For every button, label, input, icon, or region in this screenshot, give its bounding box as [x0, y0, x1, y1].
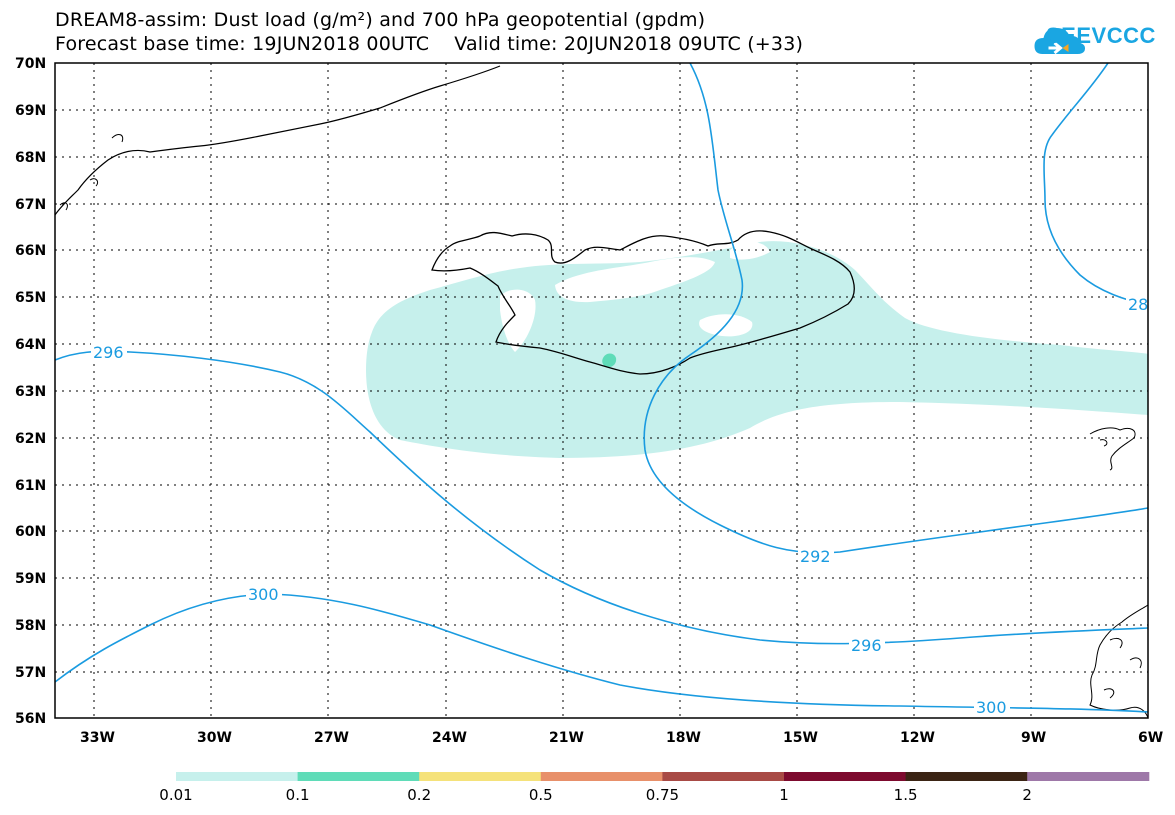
contour-label: 292 — [800, 547, 831, 566]
lon-label: 33W — [80, 730, 115, 746]
chart-title: DREAM8-assim: Dust load (g/m²) and 700 h… — [55, 9, 706, 31]
forecast-time-line: Forecast base time: 19JUN2018 00UTC Vali… — [55, 33, 804, 55]
colorbar-segment — [905, 772, 1028, 781]
lon-label: 18W — [666, 730, 701, 746]
lat-label: 62N — [15, 431, 46, 447]
contour-label: 296 — [93, 343, 124, 362]
logo-text: SEEVCCC — [1046, 23, 1156, 48]
lon-label: 30W — [197, 730, 232, 746]
lat-label: 58N — [15, 618, 46, 634]
greenland-coastline — [59, 134, 124, 211]
colorbar-label: 0.01 — [159, 786, 192, 804]
colorbar-segment — [419, 772, 542, 781]
contour-label: 300 — [248, 585, 279, 604]
greenland-coastline — [55, 65, 501, 216]
colorbar-label: 0.1 — [286, 786, 310, 804]
colorbar-label: 1.5 — [894, 786, 918, 804]
cloud-logo-icon — [1034, 28, 1085, 55]
lat-label: 57N — [15, 665, 46, 681]
colorbar-label: 0.5 — [529, 786, 553, 804]
iceland-coastline — [431, 230, 855, 375]
map-frame — [54, 62, 1149, 719]
contour-label: 28 — [1128, 295, 1148, 314]
contour-300-south — [55, 593, 1148, 713]
lon-label: 15W — [783, 730, 818, 746]
colorbar: 0.01 0.1 0.2 0.5 0.75 1 1.5 2 — [159, 772, 1150, 804]
latitude-labels: 70N 69N 68N 67N 66N 65N 64N 63N 62N 61N … — [15, 56, 46, 727]
contour-label: 296 — [851, 636, 882, 655]
lat-label: 68N — [15, 150, 46, 166]
lon-label: 21W — [549, 730, 584, 746]
lat-label: 69N — [15, 103, 46, 119]
contour-labels: 296 300 292 296 300 28 — [91, 295, 1148, 717]
lat-label: 59N — [15, 571, 46, 587]
lat-label: 63N — [15, 384, 46, 400]
lat-label: 64N — [15, 337, 46, 353]
colorbar-segment — [540, 772, 663, 781]
lat-label: 70N — [15, 56, 46, 72]
colorbar-segment — [176, 772, 299, 781]
map-grid — [55, 63, 1148, 718]
colorbar-label: 0.2 — [407, 786, 431, 804]
contour-296-north — [55, 350, 1148, 645]
map-layers: 296 300 292 296 300 28 — [55, 63, 1148, 718]
lat-label: 66N — [15, 243, 46, 259]
lat-label: 65N — [15, 290, 46, 306]
lon-label: 9W — [1021, 730, 1046, 746]
colorbar-label: 0.75 — [646, 786, 679, 804]
colorbar-segment — [297, 772, 420, 781]
contour-label: 300 — [976, 698, 1007, 717]
scotland-coastline — [1089, 604, 1148, 718]
dust-load-medium — [602, 353, 617, 368]
iceland-low-dust-patch — [730, 241, 770, 260]
lon-label: 24W — [432, 730, 467, 746]
colorbar-label: 1 — [779, 786, 789, 804]
contour-288 — [1043, 63, 1148, 306]
colorbar-label: 2 — [1022, 786, 1032, 804]
colorbar-segment — [662, 772, 785, 781]
lat-label: 56N — [15, 711, 46, 727]
lat-label: 67N — [15, 197, 46, 213]
longitude-labels: 33W 30W 27W 24W 21W 18W 15W 12W 9W 6W — [80, 730, 1163, 746]
lon-label: 12W — [900, 730, 935, 746]
faroe-islands-coastline — [1089, 427, 1136, 471]
colorbar-segment — [784, 772, 907, 781]
contour-292 — [643, 63, 1148, 554]
geopotential-contours — [55, 63, 1148, 713]
lat-label: 61N — [15, 478, 46, 494]
lon-label: 27W — [314, 730, 349, 746]
lon-label: 6W — [1138, 730, 1163, 746]
colorbar-segment — [1027, 772, 1150, 781]
iceland-low-dust-patch — [555, 257, 715, 303]
lat-label: 60N — [15, 524, 46, 540]
